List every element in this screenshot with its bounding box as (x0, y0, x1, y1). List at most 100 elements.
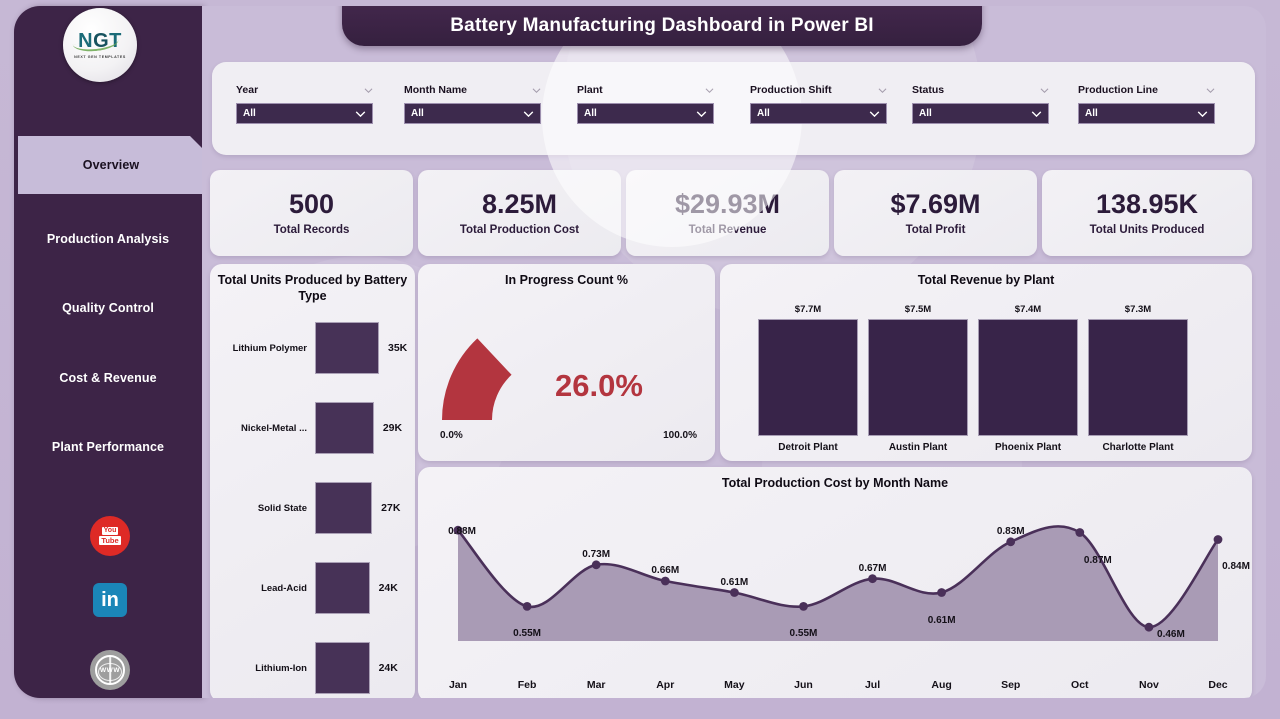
battery-type-bar[interactable] (315, 562, 370, 614)
gauge-value: 26.0% (555, 368, 643, 403)
filter-plant-label-row: Plant (577, 84, 714, 96)
data-point[interactable] (591, 560, 601, 570)
battery-type-row[interactable]: Nickel-Metal ... 29K (210, 396, 415, 460)
kpi-value: 500 (288, 188, 335, 219)
battery-type-row[interactable]: Lead-Acid 24K (210, 556, 415, 620)
data-point[interactable] (937, 588, 946, 597)
kpi-card-total-profit[interactable]: $7.69M Total Profit (834, 170, 1037, 256)
month-axis-label: Dec (1208, 679, 1228, 691)
gauge-arc (442, 338, 512, 420)
kpi-value: 8.25M (481, 188, 558, 219)
battery-type-label: Nickel-Metal ... (241, 422, 307, 434)
battery-type-bars: Lithium Polymer 35K Nickel-Metal ... 29K Sol… (210, 316, 415, 696)
month-value-label: 0.66M (651, 565, 680, 576)
logo-letter-n: N (78, 30, 94, 52)
sidebar-item-label: Overview (82, 158, 140, 172)
filter-value: All (919, 108, 932, 119)
data-point[interactable] (660, 576, 670, 586)
sidebar-item-plant-performance[interactable]: Plant Performance (18, 418, 198, 476)
revenue-bar[interactable] (1088, 319, 1188, 436)
month-value-label: 0.73M (582, 548, 611, 560)
battery-type-bar[interactable] (315, 482, 373, 534)
filter-month-name-select[interactable]: All (404, 103, 541, 124)
plant-label: Phoenix Plant (994, 442, 1062, 453)
month-value-label: 0.61M (927, 614, 956, 626)
youtube-icon[interactable]: You Tube (90, 516, 130, 556)
month-value-label: 0.55M (513, 628, 541, 640)
sidebar-item-production-analysis[interactable]: Production Analysis (18, 210, 198, 268)
chart-title: In Progress Count % (505, 273, 628, 287)
revenue-plant-column[interactable]: $7.3M Charlotte Plant (1088, 304, 1188, 453)
month-axis-label: May (724, 679, 745, 691)
chevron-down-icon[interactable] (532, 87, 541, 93)
chevron-down-icon[interactable] (1040, 87, 1049, 93)
kpi-card-total-revenue[interactable]: $29.93M Total Revenue (626, 170, 829, 256)
chevron-down-icon[interactable] (878, 87, 887, 93)
battery-type-value: 24K (378, 662, 398, 674)
month-value-label: 0.46M (1157, 629, 1185, 641)
filter-label: Production Line (1078, 84, 1158, 96)
filter-year-select[interactable]: All (236, 103, 373, 124)
data-point[interactable] (799, 602, 808, 611)
chevron-down-icon[interactable] (364, 87, 373, 93)
chart-revenue-by-plant[interactable]: Total Revenue by Plant $7.7M Detroit Plan… (720, 264, 1252, 461)
chevron-down-icon[interactable] (1206, 87, 1215, 93)
battery-type-row[interactable]: Solid State 27K (210, 476, 415, 540)
revenue-plant-column[interactable]: $7.7M Detroit Plant (758, 304, 858, 453)
sidebar-item-label: Production Analysis (46, 232, 170, 246)
battery-type-bar[interactable] (315, 402, 374, 454)
sidebar-item-quality-control[interactable]: Quality Control (18, 279, 198, 337)
chart-production-cost-by-month[interactable]: Total Production Cost by Month Name 0.88… (418, 467, 1252, 698)
filter-status-select[interactable]: All (912, 103, 1049, 124)
kpi-card-total-records[interactable]: 500 Total Records (210, 170, 413, 256)
battery-type-bar[interactable] (315, 642, 370, 694)
kpi-label: Total Revenue (688, 224, 767, 237)
filter-label: Plant (577, 84, 603, 96)
revenue-value: $7.7M (794, 304, 822, 315)
chart-in-progress-gauge[interactable]: In Progress Count % 26.0% 0.0% 100.0% (418, 264, 715, 461)
sidebar-item-cost-revenue[interactable]: Cost & Revenue (18, 349, 198, 407)
battery-type-row[interactable]: Lithium-Ion 24K (210, 636, 415, 698)
sidebar-item-label: Quality Control (62, 301, 154, 315)
filter-production-shift-select[interactable]: All (750, 103, 887, 124)
linkedin-icon[interactable]: in (90, 580, 130, 620)
page-title-banner: Battery Manufacturing Dashboard in Power… (342, 6, 982, 46)
filter-value: All (411, 108, 424, 119)
chevron-down-icon (1197, 110, 1208, 117)
month-axis-label: Oct (1071, 679, 1089, 691)
revenue-bar[interactable] (868, 319, 968, 436)
sidebar-item-label: Plant Performance (51, 440, 165, 454)
filter-plant-select[interactable]: All (577, 103, 714, 124)
revenue-plant-column[interactable]: $7.5M Austin Plant (868, 304, 968, 453)
filter-label: Production Shift (750, 84, 832, 96)
kpi-card-total-units-produced[interactable]: 138.95K Total Units Produced (1042, 170, 1252, 256)
revenue-value: $7.3M (1124, 304, 1152, 315)
logo-letter-t: T (109, 30, 122, 52)
revenue-bar[interactable] (978, 319, 1078, 436)
chevron-down-icon[interactable] (705, 87, 714, 93)
revenue-plant-column[interactable]: $7.4M Phoenix Plant (978, 304, 1078, 453)
filter-value: All (584, 108, 597, 119)
data-point[interactable] (868, 574, 877, 584)
data-point[interactable] (730, 588, 739, 597)
website-icon[interactable]: WWW (90, 650, 130, 690)
data-point[interactable] (1006, 537, 1016, 547)
kpi-card-total-production-cost[interactable]: 8.25M Total Production Cost (418, 170, 621, 256)
battery-type-bar[interactable] (315, 322, 379, 374)
revenue-bar[interactable] (758, 319, 858, 436)
filter-year: Year All (236, 84, 373, 124)
ngt-logo: NGT NEXT GEN TEMPLATES (63, 8, 137, 82)
month-axis-label: Sep (1001, 679, 1021, 691)
data-point[interactable] (522, 602, 532, 611)
data-point[interactable] (1213, 535, 1223, 544)
filter-production-line-select[interactable]: All (1078, 103, 1215, 124)
sidebar-item-overview[interactable]: Overview (18, 136, 202, 194)
month-axis-label: Feb (517, 679, 537, 691)
chart-units-by-battery-type[interactable]: Total Units Produced by Battery Type Lit… (210, 264, 415, 698)
chevron-down-icon (1031, 110, 1042, 117)
data-point[interactable] (1144, 622, 1154, 632)
data-point[interactable] (453, 525, 463, 535)
data-point[interactable] (1075, 528, 1085, 537)
battery-type-row[interactable]: Lithium Polymer 35K (210, 316, 415, 380)
month-axis-label: Jun (794, 679, 813, 691)
